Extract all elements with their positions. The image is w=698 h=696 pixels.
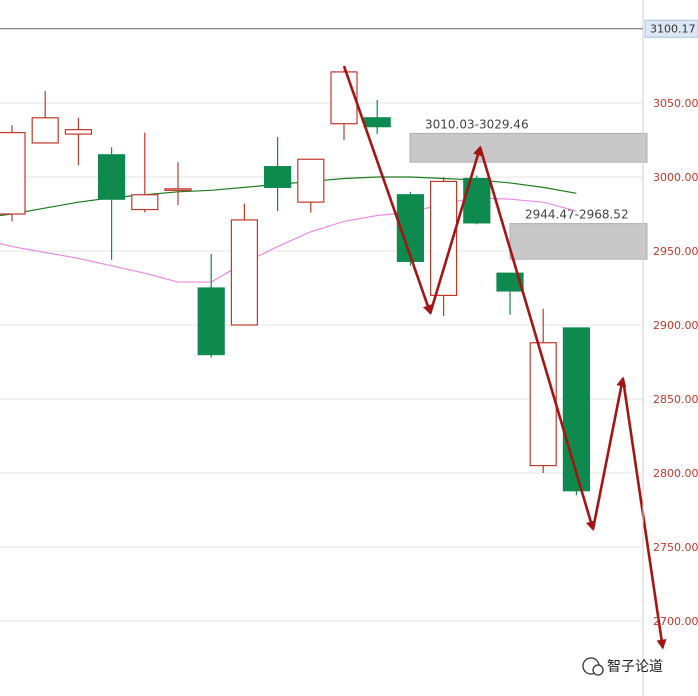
candle-body [64, 129, 93, 135]
candle [562, 327, 591, 496]
candle [264, 137, 292, 212]
candle-body [197, 287, 225, 356]
candle-body [297, 158, 325, 203]
candle-body [496, 272, 524, 292]
y-tick-label: 2750.00 [653, 541, 698, 554]
wechat-icon-dot [592, 664, 604, 676]
candle [31, 91, 59, 144]
candle-body [131, 194, 159, 211]
candle [230, 203, 258, 326]
y-tick-label: 2800.00 [653, 467, 698, 480]
candle-body [0, 132, 26, 215]
candle [131, 132, 159, 213]
gridlines [0, 102, 643, 622]
zone-rect [509, 223, 648, 260]
candle [97, 147, 126, 260]
candle-body [363, 117, 391, 128]
candle [330, 70, 358, 140]
candle-body [230, 219, 258, 326]
resistance-zones: 3010.03-3029.46 2944.47-2968.52 [409, 117, 648, 260]
y-tick-label: 3000.00 [653, 171, 698, 184]
trend-arrow [591, 376, 627, 530]
candle [64, 117, 93, 166]
candle-body [330, 71, 358, 125]
watermark-text: 智子论道 [607, 659, 663, 675]
trend-arrow [478, 147, 596, 532]
candle [197, 253, 225, 358]
zone-label: 2944.47-2968.52 [525, 208, 629, 222]
candle [496, 272, 524, 315]
candle [297, 158, 325, 213]
trend-arrow [429, 145, 483, 314]
zone-rect [409, 132, 648, 163]
candle-body [97, 154, 126, 200]
y-tick-label: 3050.00 [653, 97, 698, 110]
trend-arrow [342, 65, 433, 316]
y-tick-label: 2950.00 [653, 245, 698, 258]
zone-label: 3010.03-3029.46 [425, 117, 529, 131]
y-tick-label: 2850.00 [653, 393, 698, 406]
candle-body [264, 166, 292, 188]
y-tick-label: 2900.00 [653, 319, 698, 332]
price-axis: 2700.00 2750.00 2800.00 2850.00 2900.00 2950.… [642, 0, 698, 696]
watermark: 智子论道 [582, 657, 663, 676]
candle-body [562, 327, 591, 492]
candle-body [164, 188, 192, 191]
candle [164, 162, 192, 206]
candle [463, 175, 491, 225]
last-price-label: 3100.17 [650, 23, 696, 36]
candle [0, 125, 26, 222]
candle-body [31, 117, 59, 144]
candles [0, 70, 591, 496]
last-price-box [644, 19, 698, 38]
y-tick-label: 2700.00 [653, 615, 698, 628]
